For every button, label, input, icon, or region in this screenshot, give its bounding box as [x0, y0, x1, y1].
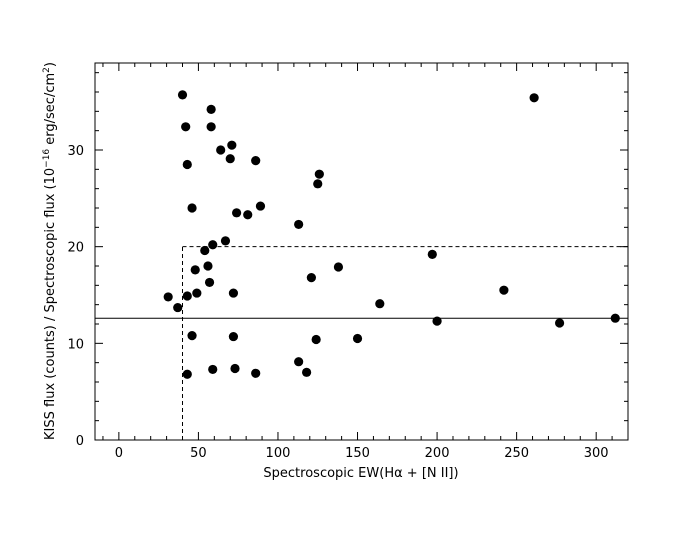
x-tick-label: 100: [266, 446, 291, 461]
data-point: [432, 316, 442, 326]
x-axis-title: Spectroscopic EW(Hα + [N II]): [263, 466, 458, 481]
data-point: [182, 159, 192, 170]
data-point: [190, 265, 200, 275]
data-point: [228, 288, 239, 298]
data-points: [163, 90, 620, 379]
data-point: [204, 277, 215, 288]
data-point: [243, 210, 253, 220]
data-point: [294, 357, 304, 367]
x-tick-labels: 0 50 100 150 200 250 300: [115, 446, 609, 461]
y-tick-labels: 0 10 20 30: [67, 144, 84, 449]
data-point: [232, 208, 242, 218]
y-axis-title-square: 2: [42, 67, 52, 73]
data-point: [306, 273, 316, 283]
data-point: [203, 261, 213, 271]
y-axis-title-units: erg/sec/cm: [43, 73, 58, 149]
data-point: [313, 179, 323, 189]
data-point: [427, 249, 437, 259]
y-axis-title-main: KISS flux (counts) / Spectroscopic flux …: [43, 168, 58, 440]
data-point: [225, 154, 235, 164]
data-point: [375, 299, 385, 309]
data-point: [333, 262, 344, 272]
data-point: [206, 104, 216, 114]
data-point: [529, 93, 539, 103]
data-point: [255, 201, 266, 211]
x-tick-label: 200: [425, 446, 450, 461]
data-point: [173, 302, 183, 313]
data-point: [554, 318, 565, 328]
y-axis-title-exponent: −16: [42, 149, 52, 168]
y-tick-label: 10: [67, 337, 84, 352]
data-point: [302, 367, 312, 377]
data-point: [251, 368, 261, 378]
data-point: [192, 288, 202, 298]
data-point: [163, 292, 173, 302]
x-tick-label: 250: [504, 446, 529, 461]
data-point: [208, 240, 218, 250]
data-point: [181, 122, 191, 132]
data-point: [187, 203, 197, 213]
data-point: [610, 313, 620, 323]
data-point: [206, 122, 216, 132]
axis-ticks: [95, 63, 629, 441]
reference-lines: [95, 246, 628, 440]
data-point: [182, 291, 192, 301]
data-point: [177, 90, 188, 100]
data-point: [311, 334, 321, 345]
data-point: [352, 333, 363, 344]
data-point: [228, 331, 239, 342]
y-tick-label: 20: [67, 241, 84, 256]
plot-frame: [94, 62, 629, 441]
y-axis-title-close: ): [43, 62, 58, 67]
data-point: [230, 363, 240, 374]
data-point: [499, 285, 509, 295]
x-tick-label: 150: [345, 446, 370, 461]
data-point: [200, 245, 210, 256]
data-point: [227, 140, 237, 150]
data-point: [187, 331, 197, 341]
x-tick-label: 300: [584, 446, 609, 461]
data-point: [314, 169, 324, 179]
data-point: [251, 156, 261, 166]
x-tick-label: 0: [115, 446, 123, 461]
data-point: [294, 219, 304, 230]
y-axis-title: KISS flux (counts) / Spectroscopic flux …: [42, 62, 58, 440]
y-tick-label: 30: [67, 144, 84, 159]
x-tick-label: 50: [190, 446, 207, 461]
data-point: [182, 369, 192, 379]
data-point: [220, 236, 231, 246]
data-point: [208, 364, 218, 375]
data-point: [216, 145, 226, 155]
y-tick-label: 0: [76, 434, 84, 449]
